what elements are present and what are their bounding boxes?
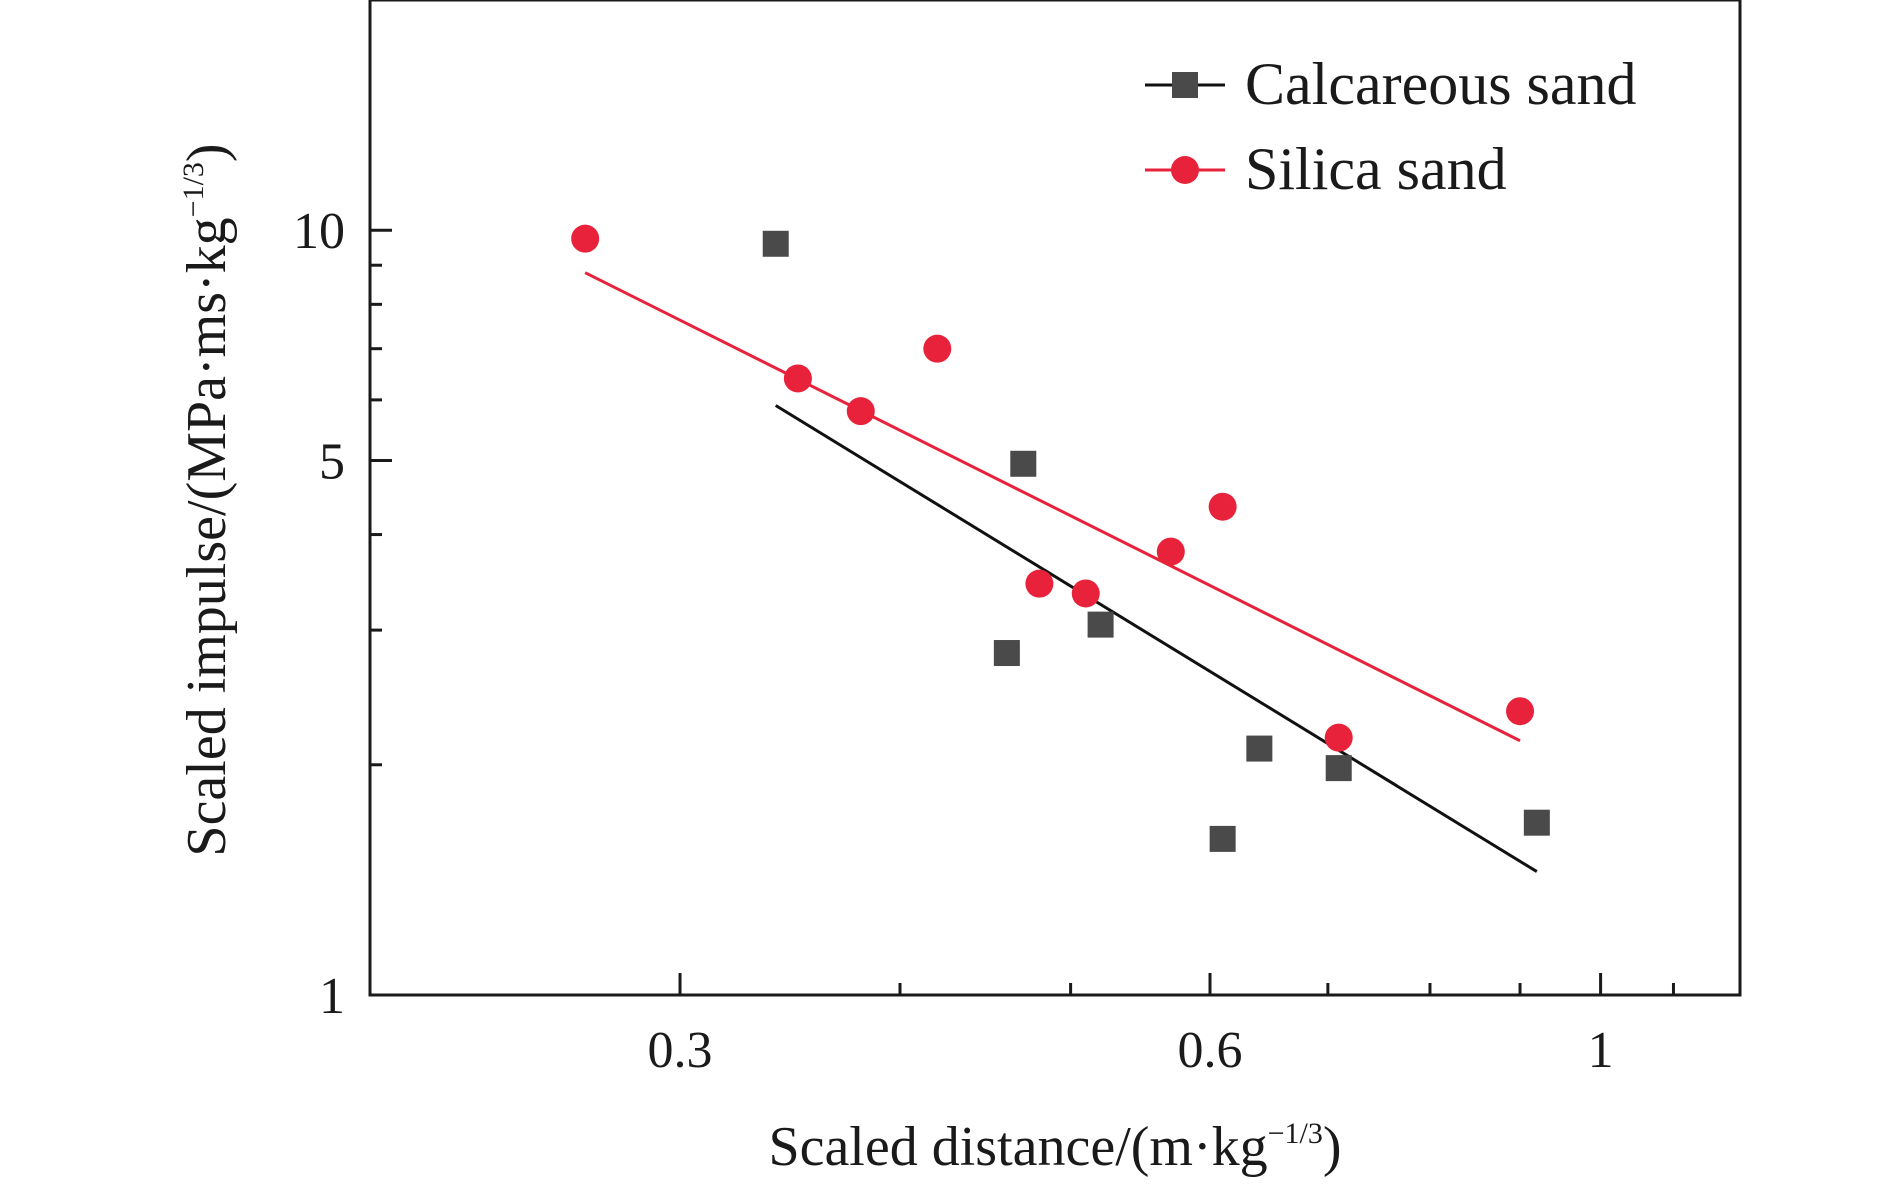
x-tick-label: 0.6: [1178, 1022, 1243, 1079]
point-calcareous: [762, 230, 789, 257]
legend: Calcareous sand Silica sand: [1145, 51, 1637, 202]
point-calcareous: [1523, 809, 1550, 836]
point-silica: [923, 334, 952, 363]
point-silica: [1025, 569, 1054, 598]
y-axis-title: Scaled impulse/(MPa·ms·kg−1/3): [176, 143, 238, 856]
point-silica: [846, 397, 875, 426]
point-calcareous: [1325, 755, 1352, 782]
legend-item-calcareous: Calcareous sand: [1145, 51, 1637, 117]
point-silica: [1156, 537, 1185, 566]
y-tick-label: 10: [293, 203, 345, 260]
fit-line-silica: [584, 271, 1521, 743]
point-silica: [1506, 697, 1535, 726]
plot-frame: [368, 0, 1742, 997]
point-calcareous: [1087, 611, 1114, 638]
legend-label-calcareous: Calcareous sand: [1245, 51, 1637, 117]
y-tick-label: 1: [319, 968, 345, 1025]
y-tick-label: 5: [319, 433, 345, 490]
point-silica: [1324, 723, 1353, 752]
point-calcareous: [1209, 825, 1236, 852]
legend-marker-calcareous: [1172, 72, 1198, 98]
fit-line-calcareous: [774, 404, 1538, 873]
x-axis-ticks: 0.3 0.6 1: [648, 973, 1675, 1079]
legend-label-silica: Silica sand: [1245, 136, 1507, 202]
x-tick-label: 0.3: [648, 1022, 713, 1079]
data-points: [571, 224, 1550, 852]
point-calcareous: [993, 640, 1020, 667]
point-silica: [571, 224, 600, 253]
point-silica: [1071, 579, 1100, 608]
point-silica: [783, 364, 812, 393]
fit-lines: [584, 271, 1538, 873]
x-tick-label: 1: [1588, 1022, 1614, 1079]
x-axis-title: Scaled distance/(m·kg−1/3): [768, 1116, 1341, 1178]
legend-marker-silica: [1171, 156, 1199, 184]
point-silica: [1208, 492, 1237, 521]
point-calcareous: [1246, 735, 1273, 762]
legend-item-silica: Silica sand: [1145, 136, 1507, 202]
point-calcareous: [1010, 450, 1037, 477]
